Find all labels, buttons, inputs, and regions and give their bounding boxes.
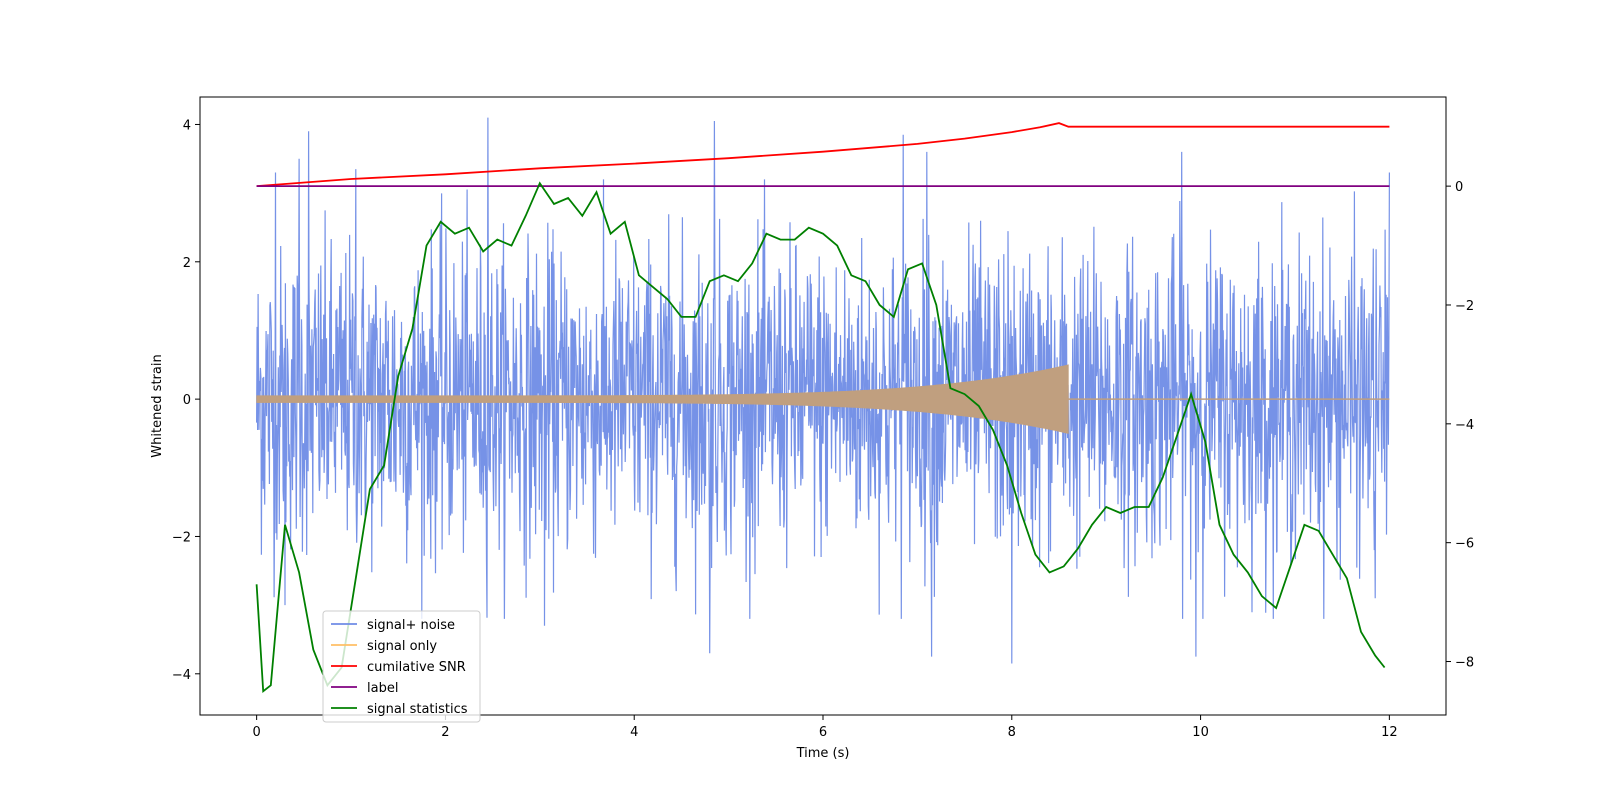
legend-label: cumilative SNR bbox=[367, 660, 466, 675]
y-right-tick-label: 0 bbox=[1455, 180, 1463, 195]
legend-label: label bbox=[367, 681, 398, 696]
cumulative-snr-line bbox=[256, 122, 1390, 187]
x-tick-label: 10 bbox=[1192, 725, 1209, 740]
legend: signal+ noise signal only cumilative SNR la… bbox=[322, 610, 481, 723]
legend-box bbox=[322, 610, 481, 723]
y-right-tick-label: −6 bbox=[1455, 537, 1474, 552]
plot-area bbox=[255, 117, 1390, 693]
x-axis-label: Time (s) bbox=[796, 746, 850, 761]
y-tick-label: −4 bbox=[172, 668, 191, 683]
legend-label: signal only bbox=[367, 639, 437, 654]
x-tick-label: 4 bbox=[630, 725, 638, 740]
y-right-tick-label: −2 bbox=[1455, 299, 1474, 314]
x-tick-label: 2 bbox=[441, 725, 449, 740]
plot-clip-group bbox=[255, 117, 1390, 693]
y-tick-label: 4 bbox=[183, 118, 191, 133]
y-right-tick-label: −4 bbox=[1455, 418, 1474, 433]
y-tick-label: 2 bbox=[183, 256, 191, 271]
x-tick-label: 8 bbox=[1008, 725, 1016, 740]
x-tick-label: 0 bbox=[252, 725, 260, 740]
y-tick-label: −2 bbox=[172, 530, 191, 545]
signal-noise-line bbox=[256, 117, 1390, 664]
signal-only-band bbox=[256, 364, 1069, 434]
y-right-tick-label: −8 bbox=[1455, 656, 1474, 671]
legend-label: signal+ noise bbox=[367, 618, 455, 633]
x-tick-label: 6 bbox=[819, 725, 827, 740]
legend-label: signal statistics bbox=[367, 702, 468, 717]
signal-statistics-line bbox=[255, 181, 1386, 693]
y-tick-label: 0 bbox=[183, 393, 191, 408]
y-axis-label: Whitened strain bbox=[150, 354, 165, 457]
x-tick-label: 12 bbox=[1381, 725, 1398, 740]
